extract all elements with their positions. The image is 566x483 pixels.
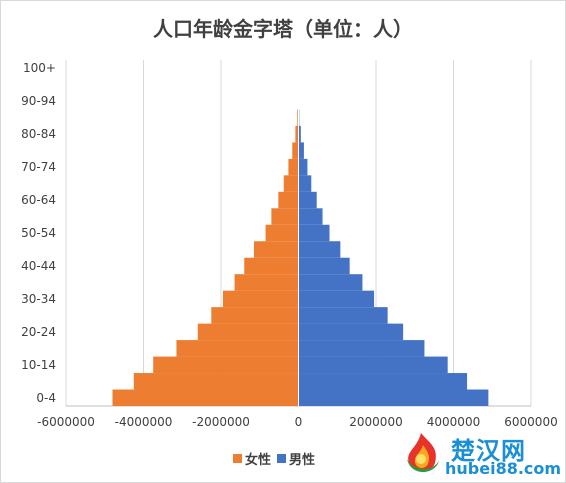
bar-female [133, 373, 299, 390]
bar-female [288, 158, 299, 176]
y-tick-label: 40-44 [21, 259, 56, 273]
y-tick-label: 60-64 [21, 193, 56, 207]
bar-male [298, 241, 341, 258]
bar-male [298, 125, 301, 143]
x-tick-label: 6000000 [504, 415, 557, 429]
bar-male [298, 224, 330, 242]
bar-female [244, 257, 299, 275]
bar-female [197, 323, 299, 341]
bar-male [298, 274, 363, 291]
x-tick-label: -2000000 [192, 415, 250, 429]
watermark-logo: 楚汉网 hubei88.com [399, 429, 561, 479]
bar-female [265, 224, 299, 242]
watermark-brand: 楚汉网 [451, 437, 526, 465]
y-tick-label: 80-84 [21, 127, 56, 141]
bar-female [292, 142, 299, 159]
bar-female [234, 274, 299, 291]
x-tick-label: 0 [295, 415, 303, 429]
legend-label-male: 男性 [289, 453, 316, 468]
bar-male [298, 142, 304, 159]
bar-male [298, 175, 312, 192]
bar-female [153, 356, 299, 374]
bar-male [298, 373, 468, 390]
bar-female [297, 109, 299, 126]
bar-male [298, 389, 489, 406]
y-tick-label: 10-14 [21, 358, 56, 372]
y-tick-label: 70-74 [21, 160, 56, 174]
legend-swatch-male [277, 454, 287, 463]
bar-female [112, 389, 299, 406]
bar-male [298, 257, 350, 275]
y-tick-label: 0-4 [36, 391, 56, 405]
watermark-url: hubei88.com [445, 459, 562, 478]
bar-male [298, 356, 448, 374]
bar-female [176, 340, 299, 357]
bar-female [271, 208, 299, 225]
chart-title: 人口年龄金字塔（单位：人） [153, 17, 413, 41]
bar-male [298, 208, 323, 225]
bar-female [222, 290, 299, 308]
y-tick-label: 30-34 [21, 292, 56, 306]
bar-male [298, 191, 317, 209]
bar-female [211, 307, 299, 324]
bar-male [298, 340, 425, 357]
bar-female [283, 175, 299, 192]
legend-swatch-female [233, 454, 242, 463]
y-tick-label: 100+ [23, 61, 56, 75]
legend-item-female: 女性 [233, 449, 271, 468]
bar-female [295, 125, 299, 143]
bar-female [278, 191, 299, 209]
y-tick-label: 90-94 [21, 94, 56, 108]
y-tick-label: 50-54 [21, 226, 56, 240]
x-tick-label: 4000000 [427, 415, 480, 429]
x-tick-label: -4000000 [115, 415, 173, 429]
x-tick-label: 2000000 [349, 415, 402, 429]
y-tick-label: 20-24 [21, 325, 56, 339]
legend: 女性 男性 [233, 449, 321, 468]
legend-item-male: 男性 [277, 449, 315, 468]
bar-male [298, 323, 404, 341]
x-tick-label: -6000000 [37, 415, 95, 429]
flame-logo-icon [407, 433, 439, 472]
bar-male [298, 158, 308, 176]
legend-label-female: 女性 [245, 453, 272, 468]
bar-female [253, 241, 299, 258]
bar-male [298, 307, 388, 324]
bar-male [298, 290, 375, 308]
